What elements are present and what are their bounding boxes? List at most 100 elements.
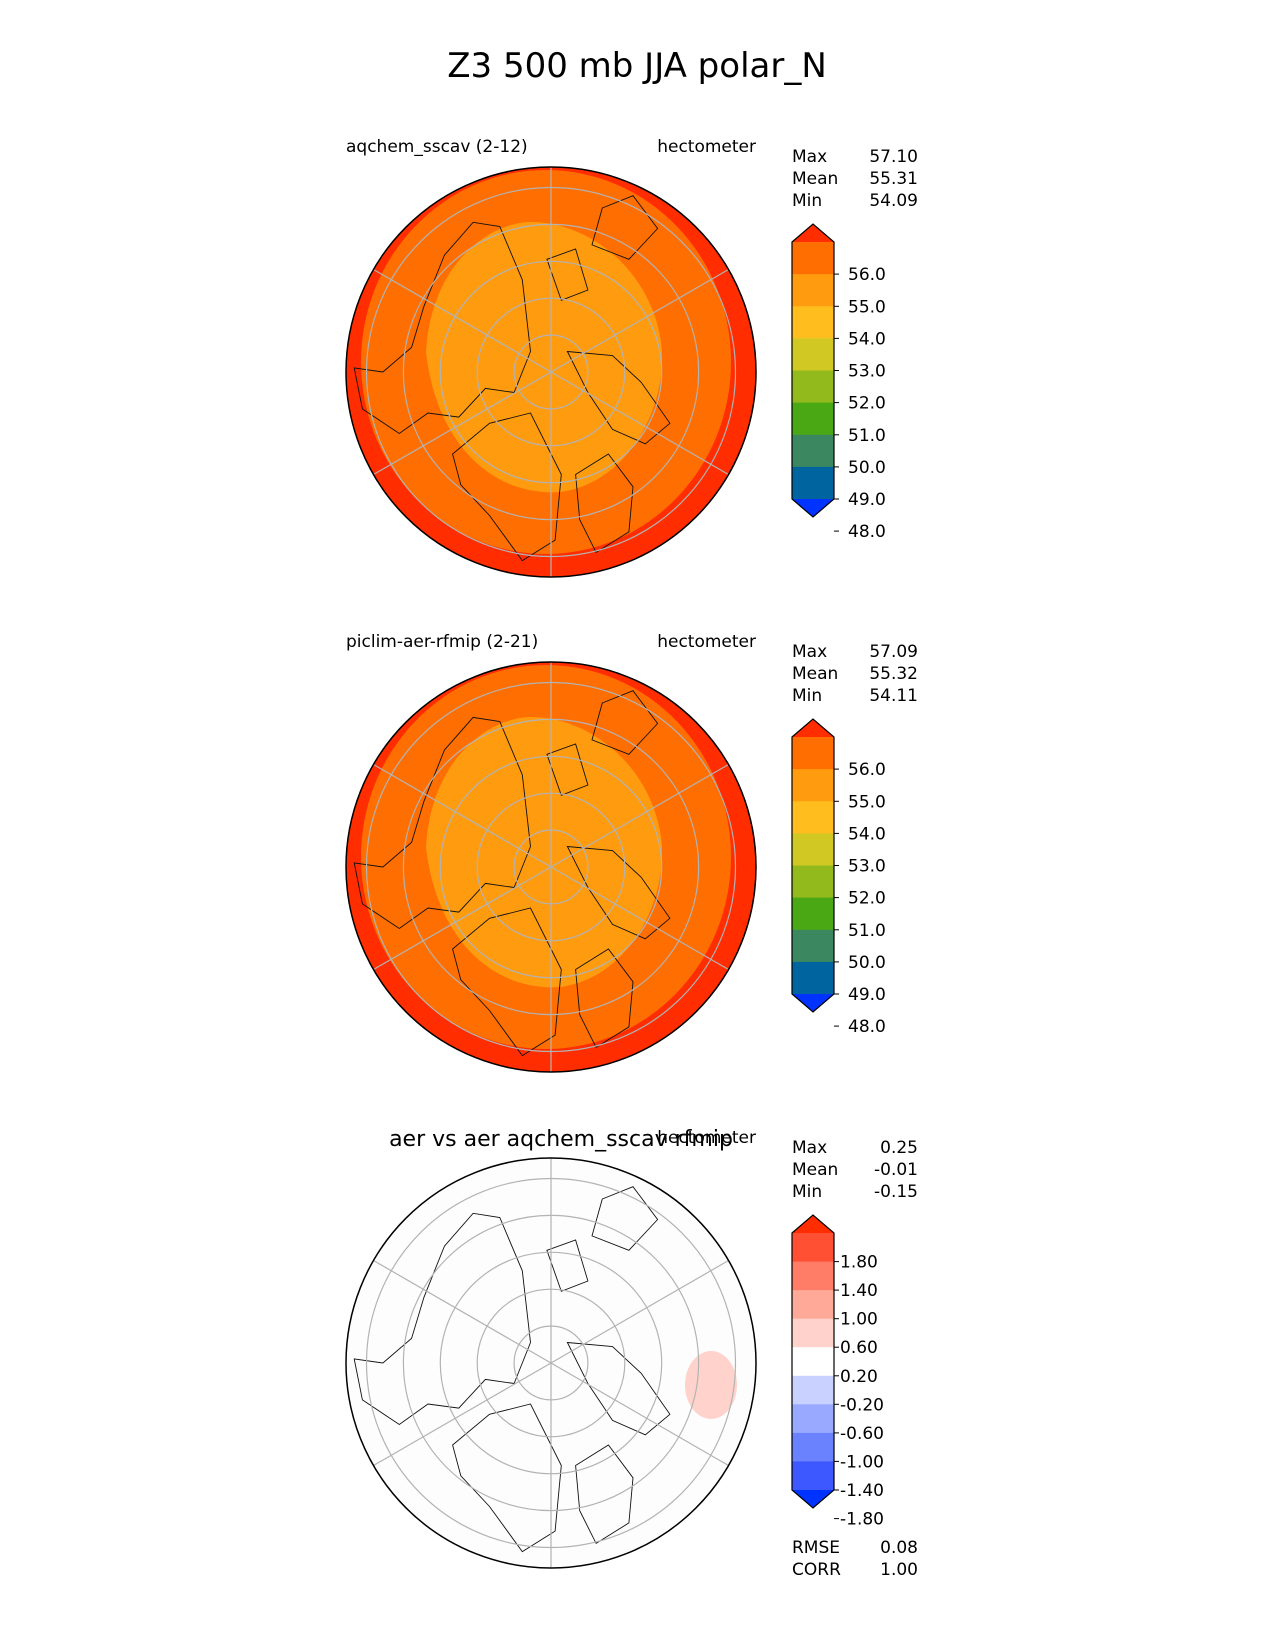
colorbar-segment [792,929,834,963]
colorbar-extend-max [792,719,834,737]
colorbar-tick-label: -0.20 [840,1395,884,1415]
colorbar-segment [792,466,834,500]
longitude-gridline [373,763,552,868]
colorbar-tick-label: -1.00 [840,1452,884,1472]
colorbar-segment [792,833,834,866]
colorbar-tick-label: 0.60 [840,1338,878,1358]
colorbar-segment [792,961,834,995]
metric-value: 1.00 [880,1560,918,1580]
stat-label: Max [792,1138,827,1158]
map-boundary [345,166,757,578]
panel-units: hectometer [657,1128,756,1148]
panel-1: aqchem_sscav (2-12) hectometer Max 57.10 Mea… [345,137,918,578]
longitude-gridline [550,1259,729,1364]
stat-value: 57.10 [869,147,918,167]
metric-label: RMSE [792,1538,840,1558]
colorbar-tick-label: 50.0 [848,953,886,973]
longitude-gridline [373,866,552,971]
coastline [546,743,589,796]
colorbar-tick-label: 56.0 [848,265,886,285]
colorbar-segment [792,1233,834,1263]
colorbar-segment [792,306,834,339]
coastline [591,1186,659,1251]
coastline [353,1212,531,1426]
colorbar-segment [792,801,834,834]
coastline [575,1444,634,1545]
colorbar-tick-label: 51.0 [848,426,886,446]
colorbar-tick-label: 1.00 [840,1310,878,1330]
colorbar-tick-label: 53.0 [848,362,886,382]
colorbar-extend-min [792,499,834,517]
stat-value: 55.32 [869,664,918,684]
colorbar-tick-label: 48.0 [848,1017,886,1037]
colorbar-tick-label: 0.20 [840,1367,878,1387]
panel-2: piclim-aer-rfmip (2-21) hectometer Max 57.0… [345,632,918,1073]
colorbar-segment [792,1404,834,1434]
stat-label: Max [792,147,827,167]
longitude-gridline [550,763,729,868]
colorbar-extend-max [792,224,834,242]
stat-label: Mean [792,169,838,189]
colorbar-segment [792,865,834,899]
coastline [353,716,531,930]
colorbar-segment [792,1375,834,1405]
colorbar-tick-label: 50.0 [848,458,886,478]
longitude-gridline [550,1362,729,1467]
coastline [575,948,634,1049]
colorbar-segment [792,402,834,436]
panel-title-left: aqchem_sscav (2-12) [346,137,528,157]
longitude-gridline [373,268,552,373]
panel-units: hectometer [657,137,756,157]
colorbar-tick-label: 49.0 [848,985,886,1005]
metric-value: 0.08 [880,1538,918,1558]
colorbar-segment [792,737,834,770]
colorbar-tick-label: 54.0 [848,824,886,844]
colorbar-tick-label: 1.80 [840,1253,878,1273]
stat-label: Min [792,191,822,211]
colorbar-tick-label: 54.0 [848,329,886,349]
longitude-gridline [373,1362,552,1467]
polar-map [345,1157,757,1569]
coastline [546,248,589,301]
colorbar-segment [792,1347,834,1377]
colorbar: 56.0 55.0 54.0 53.0 52.0 51.0 50.0 49.0 48.0 [791,718,886,1037]
longitude-gridline [373,1259,552,1364]
panels: aqchem_sscav (2-12) hectometer Max 57.10 Mea… [345,137,918,1580]
map-boundary [345,661,757,1073]
colorbar-segment [792,338,834,371]
map-field [346,167,756,577]
colorbar-tick-label: 48.0 [848,522,886,542]
longitude-gridline [550,866,729,971]
map-field [346,1158,756,1568]
colorbar-tick-label: -1.40 [840,1481,884,1501]
colorbar: 1.80 1.40 1.00 0.60 0.20 -0.20 -0.60 -1.00 -1.40… [791,1214,884,1530]
stat-label: Min [792,686,822,706]
stat-label: Mean [792,1160,838,1180]
coastline [591,690,659,755]
polar-map [345,166,757,578]
polar-map [345,661,757,1073]
colorbar-segment [792,769,834,802]
colorbar-segment [792,1290,834,1320]
panel-title-left: piclim-aer-rfmip (2-21) [346,632,538,652]
stat-value: 54.09 [869,191,918,211]
map-boundary [345,1157,757,1569]
metric-label: CORR [792,1560,841,1580]
panel-title-center: aer vs aer aqchem_sscav rfmip [389,1127,733,1152]
colorbar-tick-label: 55.0 [848,792,886,812]
stat-value: 0.25 [880,1138,918,1158]
stat-value: -0.15 [874,1182,918,1202]
colorbar-tick-label: 56.0 [848,760,886,780]
stat-value: 54.11 [869,686,918,706]
stat-label: Min [792,1182,822,1202]
colorbar-tick-label: 53.0 [848,857,886,877]
stat-value: 55.31 [869,169,918,189]
colorbar-tick-label: 1.40 [840,1281,878,1301]
longitude-gridline [373,371,552,476]
colorbar-segment [792,242,834,275]
colorbar-tick-label: -0.60 [840,1424,884,1444]
longitude-gridline [550,371,729,476]
colorbar-segment [792,434,834,468]
colorbar-segment [792,1318,834,1348]
